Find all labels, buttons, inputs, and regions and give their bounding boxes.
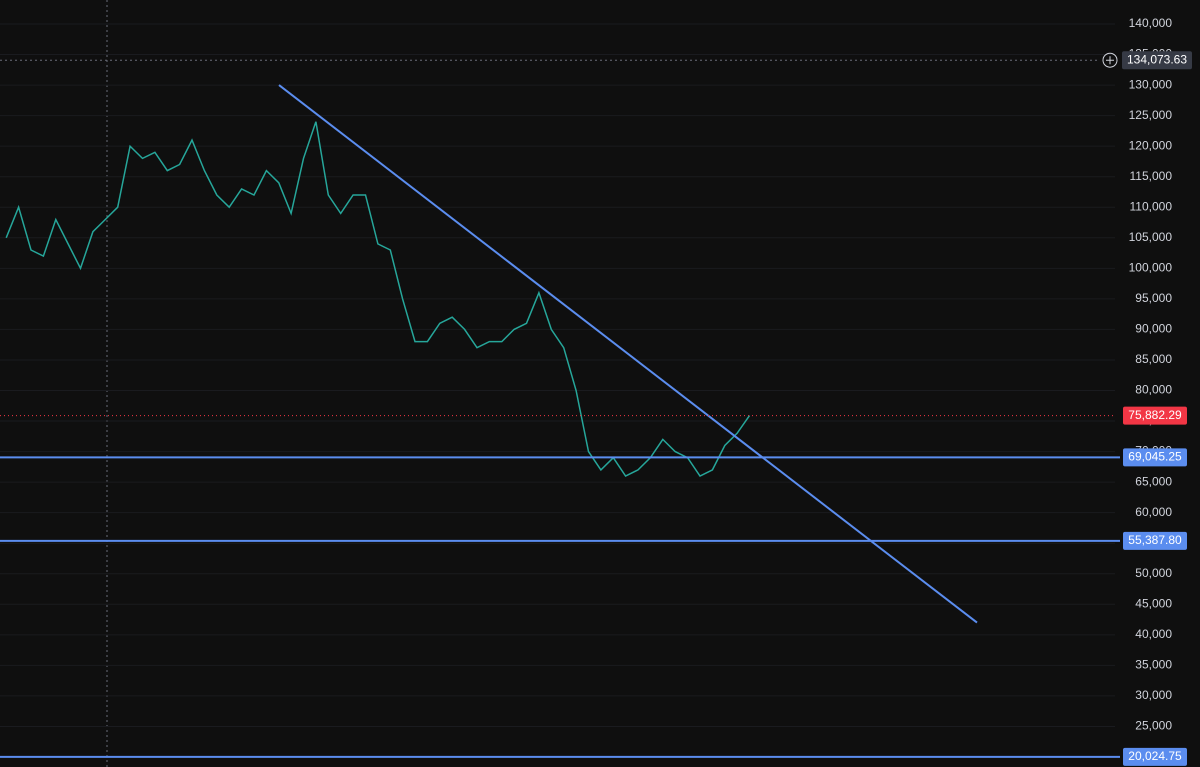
y-tick-label: 85,000 [1135, 352, 1172, 366]
y-tick-label: 100,000 [1129, 261, 1173, 275]
y-tick-label: 30,000 [1135, 688, 1172, 702]
y-tick-label: 40,000 [1135, 627, 1172, 641]
plot [0, 59, 1120, 758]
price-axis: 20,00025,00030,00035,00040,00045,00050,0… [1102, 16, 1192, 766]
y-tick-label: 95,000 [1135, 291, 1172, 305]
y-tick-label: 130,000 [1129, 77, 1173, 91]
y-tick-label: 50,000 [1135, 566, 1172, 580]
crosshair-plus-icon [1102, 52, 1118, 68]
last-price-label: 75,882.29 [1128, 408, 1182, 422]
last-price-box [1123, 406, 1187, 425]
level-box [1123, 448, 1187, 467]
y-tick-label: 25,000 [1135, 719, 1172, 733]
crosshair-plus-sign [1106, 56, 1114, 65]
y-tick-label: 110,000 [1130, 199, 1173, 213]
level-label: 55,387.80 [1128, 533, 1182, 547]
level-box [1123, 747, 1187, 766]
trendline [278, 84, 978, 624]
grid [0, 23, 1115, 758]
y-tick-label: 140,000 [1129, 16, 1173, 30]
level-box [1123, 531, 1187, 550]
level-label: 20,024.75 [1128, 749, 1182, 763]
y-tick-label: 65,000 [1135, 474, 1172, 488]
y-tick-label: 45,000 [1135, 596, 1172, 610]
y-tick-label: 35,000 [1135, 658, 1172, 672]
price-line [5, 121, 751, 477]
y-tick-label: 105,000 [1129, 230, 1173, 244]
y-tick-label: 125,000 [1129, 108, 1173, 122]
y-tick-label: 90,000 [1135, 322, 1172, 336]
y-tick-label: 115,000 [1130, 169, 1173, 183]
y-tick-label: 60,000 [1135, 505, 1172, 519]
y-tick-label: 80,000 [1135, 383, 1172, 397]
level-label: 69,045.25 [1128, 450, 1182, 464]
crosshair-label: 134,073.63 [1127, 52, 1187, 66]
y-tick-label: 120,000 [1129, 138, 1173, 152]
crosshair-box [1122, 51, 1192, 70]
